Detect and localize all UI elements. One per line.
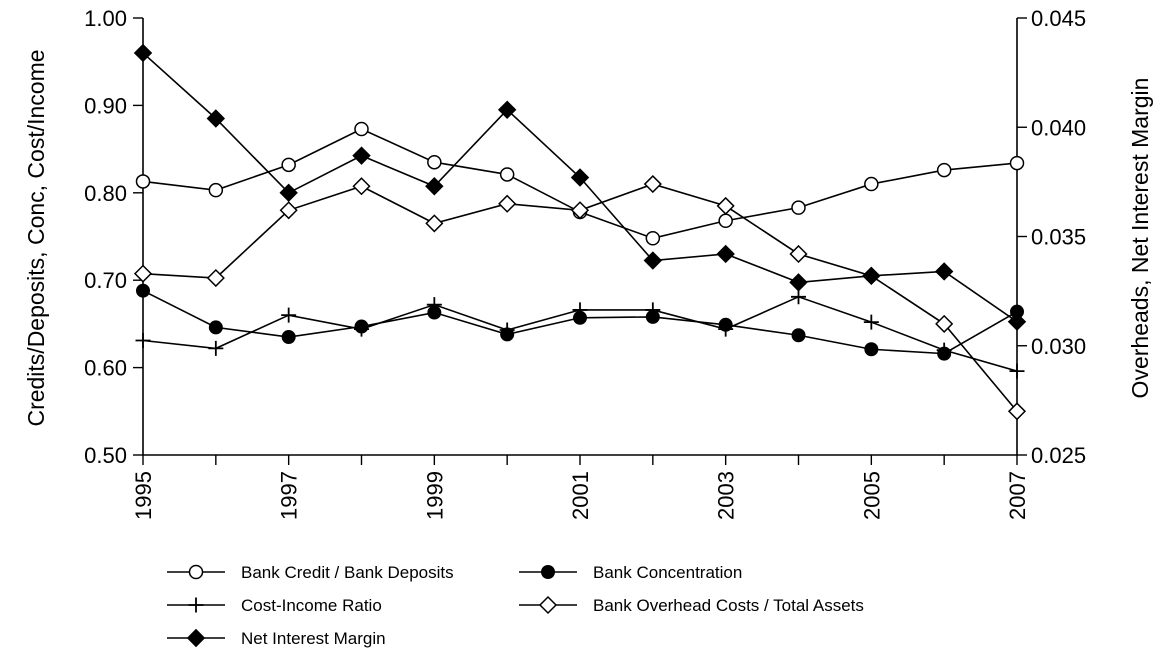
right-axis-title: Overheads, Net Interest Margin — [1127, 78, 1153, 399]
data-point-open-diamond — [789, 244, 808, 264]
data-point-open-diamond — [425, 214, 444, 233]
legend-marker — [541, 565, 555, 579]
data-point-plus — [281, 307, 297, 323]
data-point-filled-diamond — [716, 244, 735, 264]
data-point-open-diamond — [133, 264, 153, 283]
data-point-filled-diamond — [1007, 312, 1027, 331]
legend-item: Bank Concentration — [519, 563, 742, 582]
series-cost-income-ratio — [135, 289, 1025, 379]
x-tick-label: 2001 — [568, 471, 593, 520]
data-point-plus — [499, 322, 515, 338]
data-point-open-circle — [208, 182, 224, 198]
data-point-open-circle — [718, 213, 733, 229]
left-y-tick-label: 0.70 — [84, 268, 127, 293]
data-point-open-diamond — [643, 174, 662, 194]
data-point-filled-diamond — [425, 177, 444, 196]
legend-marker — [188, 564, 204, 580]
data-point-open-diamond — [206, 268, 225, 288]
legend-label: Bank Concentration — [593, 563, 742, 582]
x-tick-label: 2005 — [859, 471, 884, 520]
data-point-filled-diamond — [862, 266, 881, 286]
data-point-open-diamond — [352, 177, 371, 196]
data-point-open-circle — [645, 230, 661, 246]
data-point-open-circle — [354, 121, 369, 137]
data-point-open-diamond — [279, 201, 298, 220]
data-point-filled-diamond — [133, 43, 153, 63]
data-point-plus — [863, 314, 879, 330]
legend-label: Net Interest Margin — [241, 629, 386, 648]
legend-marker — [188, 597, 204, 613]
data-point-plus — [208, 340, 224, 356]
data-point-filled-diamond — [934, 262, 954, 281]
legend-item: Bank Credit / Bank Deposits — [167, 563, 454, 582]
legend-item: Cost-Income Ratio — [167, 596, 382, 615]
left-y-tick-label: 0.60 — [84, 356, 127, 381]
data-point-open-diamond — [570, 201, 590, 220]
data-point-filled-diamond — [643, 251, 663, 270]
legend-marker — [186, 628, 206, 648]
data-point-filled-diamond — [352, 146, 371, 165]
data-point-plus — [936, 342, 952, 358]
left-y-tick-label: 1.00 — [84, 6, 127, 31]
data-point-plus — [791, 289, 806, 305]
data-point-filled-diamond — [279, 183, 298, 203]
data-point-filled-circle — [281, 330, 296, 345]
legend-label: Bank Credit / Bank Deposits — [241, 563, 454, 582]
right-y-tick-label: 0.030 — [1031, 334, 1086, 359]
data-point-open-diamond — [716, 196, 735, 215]
data-point-plus — [645, 302, 661, 318]
right-y-tick-label: 0.045 — [1031, 6, 1086, 31]
series-bank-concentration — [136, 283, 1024, 361]
series-bank-overhead-costs-total-assets — [133, 174, 1027, 421]
data-point-filled-diamond — [570, 168, 590, 187]
right-y-tick-label: 0.025 — [1031, 443, 1086, 468]
data-point-filled-circle — [864, 342, 879, 357]
series-line — [142, 52, 1018, 323]
legend-item: Net Interest Margin — [167, 628, 386, 648]
data-point-filled-diamond — [789, 273, 808, 292]
left-y-tick-label: 0.80 — [84, 181, 127, 206]
x-tick-label: 1995 — [131, 471, 156, 520]
legend-marker — [538, 595, 558, 615]
data-point-filled-circle — [136, 283, 150, 298]
x-tick-label: 1997 — [277, 471, 302, 520]
data-point-plus — [718, 321, 734, 337]
data-point-plus — [572, 302, 588, 318]
data-point-open-diamond — [1007, 402, 1027, 421]
series-net-interest-margin — [133, 43, 1027, 331]
data-point-plus — [426, 297, 442, 313]
data-point-plus — [135, 333, 151, 349]
legend-item: Bank Overhead Costs / Total Assets — [519, 595, 864, 615]
right-y-tick-label: 0.040 — [1031, 115, 1086, 140]
data-point-open-diamond — [498, 194, 517, 213]
x-tick-label: 2007 — [1005, 471, 1030, 520]
left-axis-title: Credits/Deposits, Conc, Cost/Income — [23, 49, 49, 426]
data-point-open-circle — [427, 154, 442, 170]
data-point-plus — [1009, 363, 1025, 379]
data-point-open-circle — [281, 157, 296, 173]
right-y-tick-label: 0.035 — [1031, 225, 1086, 250]
legend-label: Bank Overhead Costs / Total Assets — [593, 596, 864, 615]
data-point-open-circle — [936, 162, 952, 178]
data-point-filled-diamond — [497, 100, 517, 119]
x-tick-label: 2003 — [714, 471, 739, 520]
data-point-open-circle — [791, 200, 806, 215]
x-tick-label: 1999 — [422, 471, 447, 520]
data-point-filled-circle — [791, 328, 806, 343]
plot-frame — [142, 18, 1018, 456]
legend-label: Cost-Income Ratio — [241, 596, 382, 615]
data-point-open-diamond — [935, 314, 954, 333]
data-point-open-circle — [1009, 155, 1025, 171]
data-point-open-circle — [864, 176, 879, 192]
data-point-filled-circle — [208, 320, 223, 335]
left-y-tick-label: 0.50 — [84, 443, 127, 468]
left-y-tick-label: 0.90 — [84, 93, 127, 118]
data-point-plus — [354, 321, 369, 337]
data-point-filled-diamond — [206, 109, 226, 128]
data-point-open-circle — [499, 167, 515, 182]
data-point-open-circle — [135, 174, 151, 189]
